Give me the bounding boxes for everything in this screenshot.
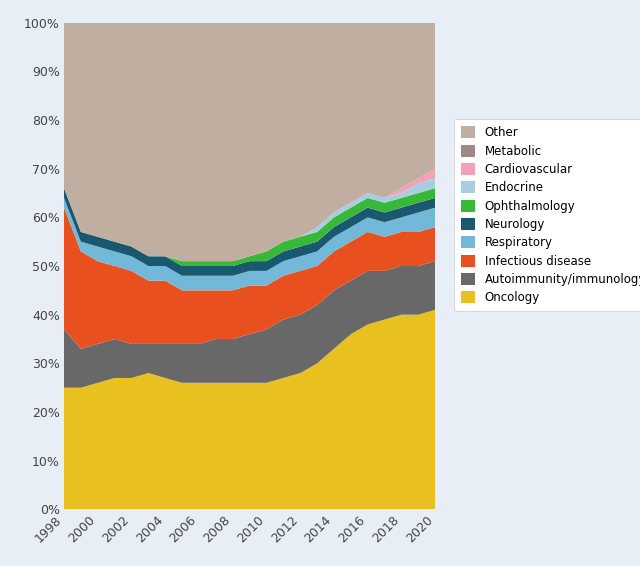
Legend: Other, Metabolic, Cardiovascular, Endocrine, Ophthalmology, Neurology, Respirato: Other, Metabolic, Cardiovascular, Endocr… — [454, 119, 640, 311]
